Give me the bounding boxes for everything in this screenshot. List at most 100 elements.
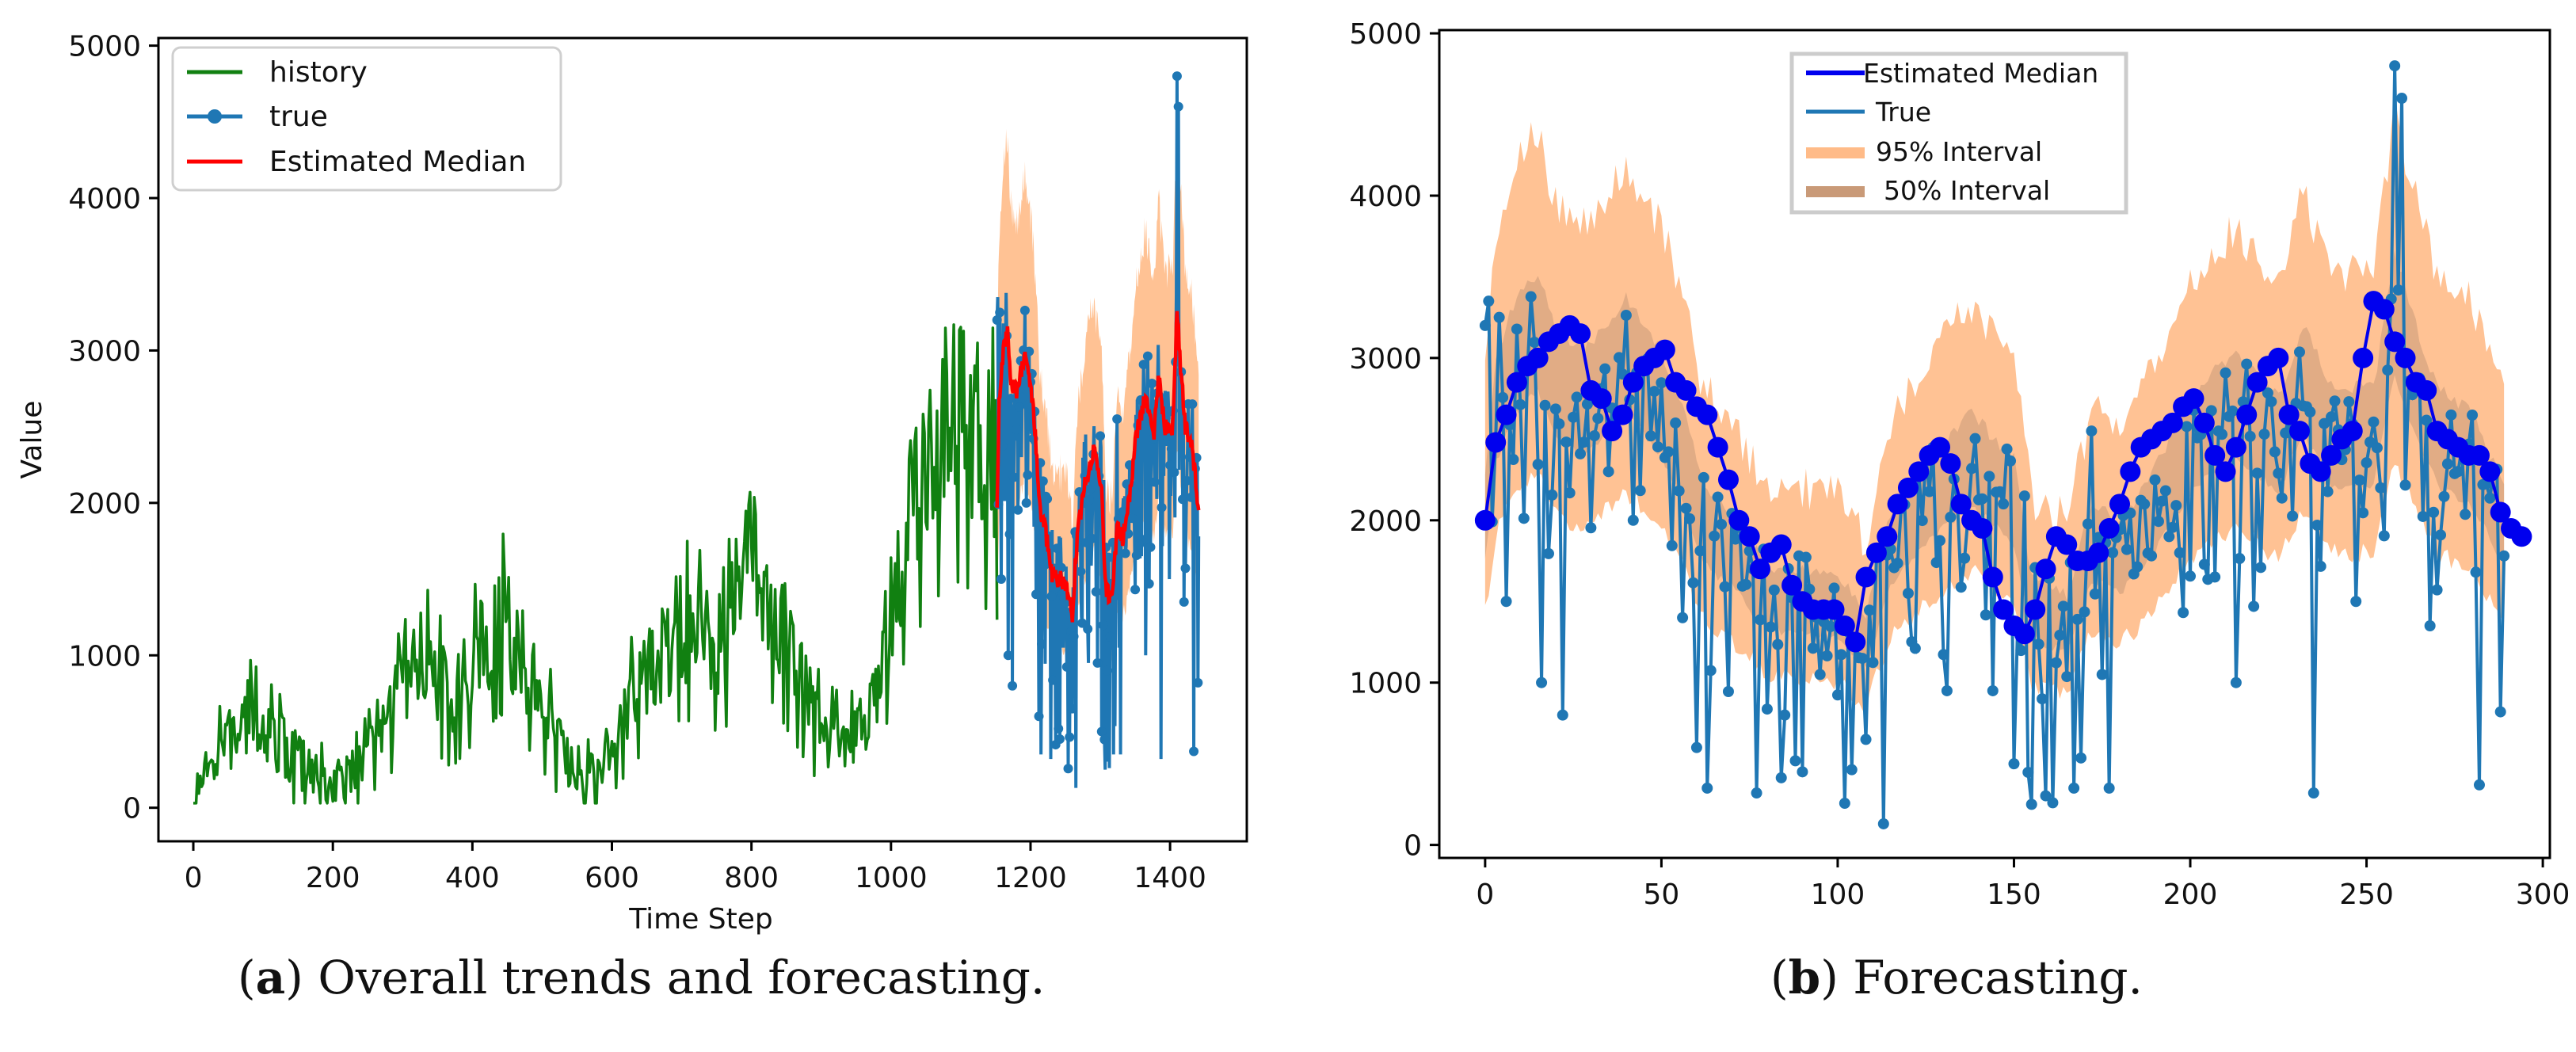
- median-point-b: [2056, 534, 2078, 555]
- true-point-b: [2185, 570, 2197, 582]
- true-point-b: [2350, 596, 2362, 608]
- true-point-a: [1061, 661, 1072, 672]
- median-point-b: [2225, 436, 2246, 458]
- true-point-b: [1571, 391, 1583, 403]
- true-point-b: [2251, 467, 2263, 479]
- x-tick-label-a: 800: [724, 862, 779, 894]
- true-point-b: [1789, 755, 1801, 767]
- true-point-b: [1983, 471, 1995, 482]
- true-point-a: [1131, 551, 1141, 561]
- true-point-a: [1021, 497, 1031, 508]
- true-point-b: [1613, 352, 1625, 364]
- true-point-b: [2220, 367, 2231, 379]
- true-point-b: [2371, 442, 2383, 454]
- median-point-b: [2035, 558, 2056, 580]
- true-point-b: [2343, 396, 2355, 408]
- true-point-b: [1835, 649, 1847, 661]
- median-point-b: [2384, 331, 2406, 353]
- y-axis-label-a: Value: [16, 401, 48, 479]
- y-ticks-b: 0 1000 2000 3000 4000 5000: [1349, 18, 1439, 863]
- true-point-b: [2452, 466, 2464, 478]
- true-point-b: [1687, 577, 1699, 589]
- x-ticks-b: 0 50 100 150 200 250 300: [1476, 858, 2570, 911]
- y-tick-label-b: 4000: [1349, 181, 1422, 213]
- true-point-b: [2378, 530, 2390, 542]
- true-point-b: [1701, 782, 1713, 794]
- true-point-b: [1839, 798, 1850, 810]
- true-point-b: [2315, 560, 2326, 572]
- true-point-a: [1063, 764, 1073, 774]
- true-point-b: [2061, 671, 2073, 683]
- median-series-a: [995, 311, 1201, 623]
- true-point-a: [1038, 476, 1048, 486]
- true-point-b: [1863, 604, 1875, 616]
- true-point-b: [1800, 551, 1812, 563]
- true-point-b: [2096, 669, 2108, 680]
- median-point-b: [1855, 566, 1877, 588]
- true-point-b: [2008, 758, 2020, 770]
- true-point-b: [2258, 429, 2270, 440]
- x-axis-label-a: Time Step: [628, 903, 773, 936]
- true-point-b: [1860, 734, 1872, 745]
- legend-box-a: [171, 46, 562, 192]
- median-point-b: [2236, 404, 2258, 425]
- median-point-b: [2098, 518, 2120, 539]
- x-tick-label-a: 1000: [855, 862, 928, 894]
- median-point-b: [1781, 574, 1803, 596]
- true-point-b: [2005, 455, 2017, 467]
- true-point-b: [2396, 93, 2408, 105]
- true-point-b: [1892, 558, 1903, 570]
- true-point-b: [1557, 709, 1568, 721]
- y-tick-label-a: 2000: [68, 488, 141, 520]
- panel-a: 0 200 400 600 800 1000 1200 1400 0 1000 2000 3000 4…: [16, 31, 1248, 936]
- median-point-b: [1654, 339, 1675, 360]
- true-point-b: [2050, 657, 2062, 669]
- true-point-b: [2322, 486, 2334, 497]
- median-point-b: [2246, 372, 2268, 393]
- y-tick-label-a: 0: [123, 793, 141, 825]
- true-point-a: [1141, 534, 1152, 544]
- true-point-b: [2230, 677, 2242, 688]
- x-tick-label-a: 400: [445, 862, 500, 894]
- true-point-b: [2311, 519, 2323, 531]
- true-point-b: [2241, 358, 2253, 370]
- median-point-b: [1485, 432, 1507, 453]
- true-point-b: [2498, 550, 2510, 562]
- true-point-a: [1166, 444, 1176, 454]
- x-tick-label-b: 50: [1643, 879, 1679, 911]
- median-point-b: [2490, 501, 2511, 523]
- median-point-b: [1834, 615, 1855, 636]
- true-point-b: [2392, 284, 2404, 296]
- true-point-b: [1916, 515, 1928, 527]
- panel-b: 0 50 100 150 200 250 300 0 1000 2000 3000 4000 5000…: [1349, 18, 2570, 911]
- true-point-a: [1069, 631, 1079, 642]
- median-point-b: [1675, 379, 1697, 401]
- true-point-b: [2149, 474, 2161, 486]
- true-point-b: [2435, 529, 2447, 541]
- true-point-b: [1877, 818, 1889, 829]
- y-tick-label-a: 4000: [68, 183, 141, 215]
- true-point-a: [1193, 677, 1203, 688]
- true-point-a: [1084, 495, 1094, 505]
- true-point-b: [1493, 311, 1505, 323]
- y-tick-label-a: 5000: [68, 31, 141, 63]
- true-point-a: [1165, 460, 1176, 471]
- x-tick-label-b: 300: [2516, 879, 2570, 911]
- x-tick-label-a: 1400: [1134, 862, 1206, 894]
- median-series-b: [1474, 291, 2532, 653]
- x-tick-label-a: 1200: [994, 862, 1067, 894]
- true-point-a: [996, 574, 1006, 585]
- true-point-b: [1690, 741, 1702, 753]
- true-point-b: [1648, 386, 1660, 398]
- true-point-a: [1065, 732, 1075, 742]
- true-point-b: [2357, 507, 2369, 519]
- true-point-b: [1525, 291, 1537, 303]
- true-point-b: [2015, 645, 2027, 657]
- x-ticks-a: 0 200 400 600 800 1000 1200 1400: [185, 841, 1206, 894]
- true-point-b: [2276, 492, 2288, 504]
- true-point-b: [1969, 433, 1981, 444]
- y-tick-label-b: 0: [1404, 830, 1422, 863]
- true-point-a: [1180, 563, 1191, 574]
- true-point-b: [2353, 475, 2365, 486]
- median-point-b: [2416, 379, 2437, 401]
